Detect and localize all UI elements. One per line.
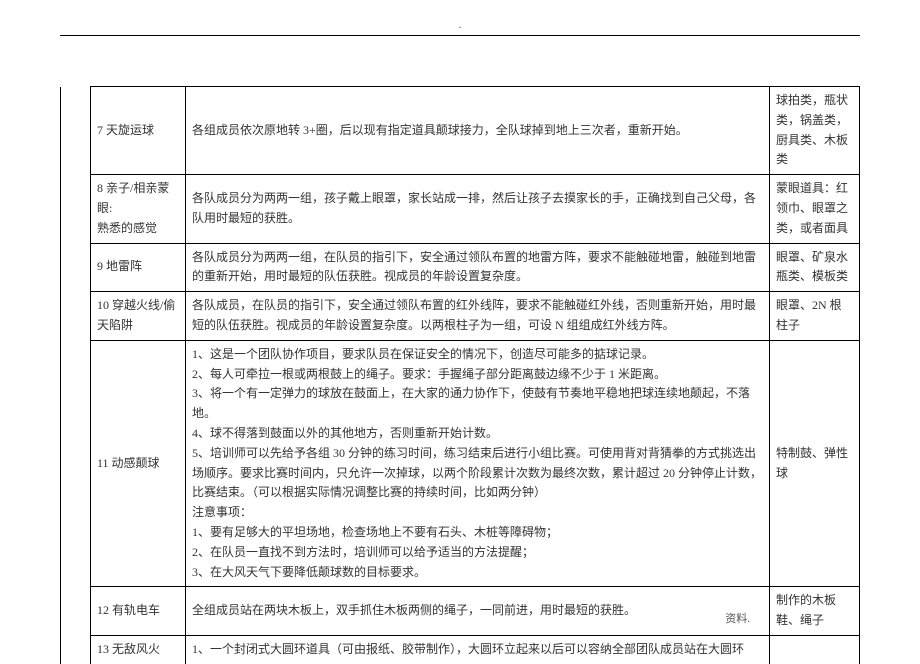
- table-row: 13 无敌风火1、一个封闭式大圆环道具（可由报纸、胶带制作），大圆环立起来以后可…: [61, 635, 860, 663]
- table-row: 10 穿越火线/偷天陷阱各队成员，在队员的指引下，安全通过领队布置的红外线阵，要…: [61, 292, 860, 341]
- activity-material: 制作的木板鞋、绳子: [770, 587, 860, 636]
- footer-text: 资料.: [725, 610, 750, 626]
- activity-material: 眼罩、2N 根柱子: [770, 292, 860, 341]
- activity-material: 球拍类，瓶状类，锅盖类，厨具类、木板类: [770, 87, 860, 175]
- table-row: 11 动感颠球1、这是一个团队协作项目，要求队员在保证安全的情况下，创造尽可能多…: [61, 340, 860, 587]
- header-dot: .: [60, 20, 860, 31]
- activity-desc: 各队成员分为两两一组，孩子戴上眼罩，家长站成一排，然后让孩子去摸家长的手，正确找…: [186, 175, 770, 243]
- activity-desc: 各队成员分为两两一组，在队员的指引下，安全通过领队布置的地雷方阵，要求不能触碰地…: [186, 243, 770, 292]
- table-row: 7 天旋运球各组成员依次原地转 3+圈，后以现有指定道具颠球接力，全队球掉到地上…: [61, 87, 860, 175]
- table-row: 9 地雷阵各队成员分为两两一组，在队员的指引下，安全通过领队布置的地雷方阵，要求…: [61, 243, 860, 292]
- activity-name: 9 地雷阵: [91, 243, 186, 292]
- activity-material: 特制鼓、弹性球: [770, 340, 860, 587]
- activity-name: 10 穿越火线/偷天陷阱: [91, 292, 186, 341]
- activity-desc: 1、一个封闭式大圆环道具（可由报纸、胶带制作），大圆环立起来以后可以容纳全部团队…: [186, 635, 770, 663]
- activity-material: 蒙眼道具：红领巾、眼罩之类，或者面具: [770, 175, 860, 243]
- activity-material: [770, 635, 860, 663]
- activity-desc: 全组成员站在两块木板上，双手抓住木板两侧的绳子，一同前进，用时最短的获胜。: [186, 587, 770, 636]
- activity-name: 13 无敌风火: [91, 635, 186, 663]
- activities-table: 7 天旋运球各组成员依次原地转 3+圈，后以现有指定道具颠球接力，全队球掉到地上…: [60, 86, 860, 664]
- activity-name: 11 动感颠球: [91, 340, 186, 587]
- activity-desc: 1、这是一个团队协作项目，要求队员在保证安全的情况下，创造尽可能多的掂球记录。 …: [186, 340, 770, 587]
- activity-desc: 各组成员依次原地转 3+圈，后以现有指定道具颠球接力，全队球掉到地上三次者，重新…: [186, 87, 770, 175]
- activity-name: 7 天旋运球: [91, 87, 186, 175]
- activity-name: 8 亲子/相亲蒙眼: 熟悉的感觉: [91, 175, 186, 243]
- activity-name: 12 有轨电车: [91, 587, 186, 636]
- table-row: 8 亲子/相亲蒙眼: 熟悉的感觉各队成员分为两两一组，孩子戴上眼罩，家长站成一排…: [61, 175, 860, 243]
- top-rule: [60, 35, 860, 36]
- activity-desc: 各队成员，在队员的指引下，安全通过领队布置的红外线阵，要求不能触碰红外线，否则重…: [186, 292, 770, 341]
- activity-material: 眼罩、矿泉水瓶类、模板类: [770, 243, 860, 292]
- category-cell: [61, 87, 91, 664]
